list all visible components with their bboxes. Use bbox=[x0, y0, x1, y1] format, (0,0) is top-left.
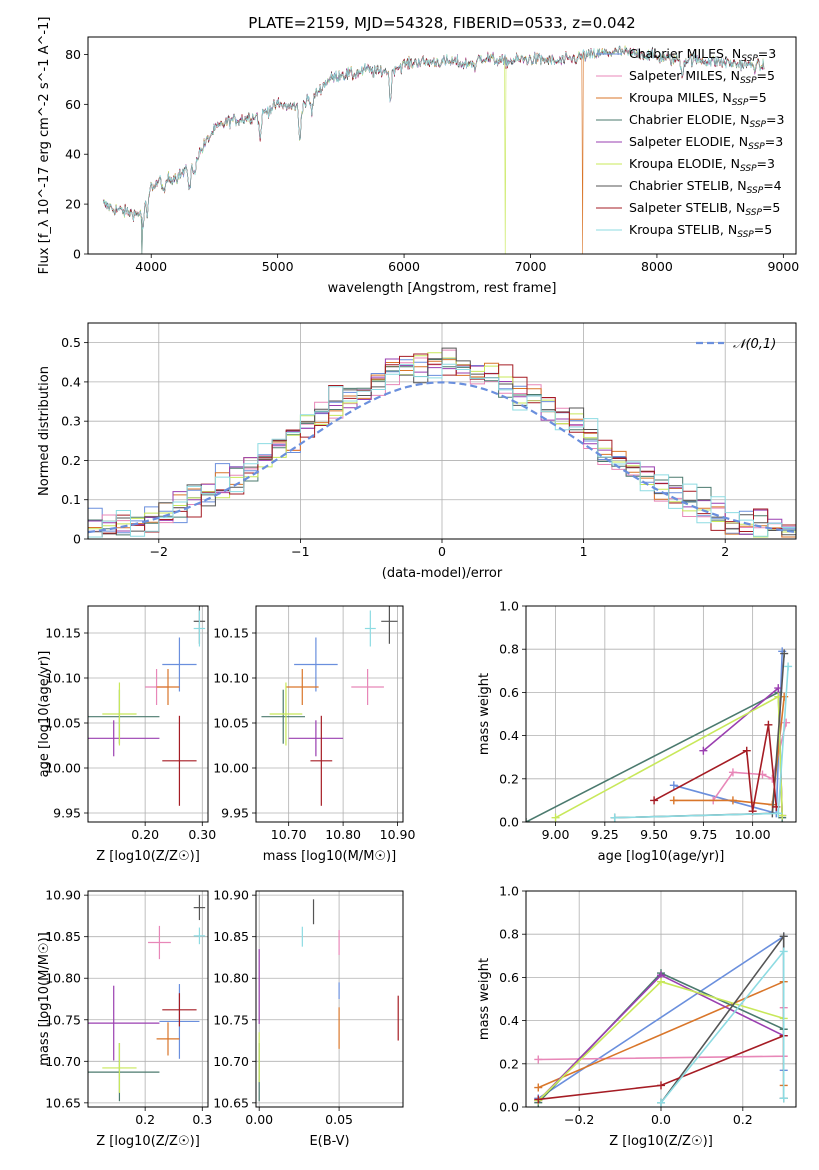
y-axis-label: mass weight bbox=[477, 673, 492, 755]
x-axis-label: E(B-V) bbox=[309, 1134, 349, 1149]
y-tick-label: 9.95 bbox=[221, 806, 249, 821]
y-tick-label: 10.65 bbox=[45, 1095, 81, 1110]
y-tick-label: 10.00 bbox=[213, 761, 249, 776]
x-axis-label: mass [log10(M/M☉)] bbox=[263, 849, 396, 864]
y-tick-label: 10.80 bbox=[213, 971, 249, 986]
legend-entry: 𝒩(0,1) bbox=[733, 337, 776, 352]
y-tick-label: 10.75 bbox=[213, 1012, 249, 1027]
x-tick-label: 10.90 bbox=[380, 827, 416, 842]
x-tick-label: 7000 bbox=[515, 259, 547, 274]
y-tick-label: 0.5 bbox=[61, 335, 81, 350]
y-tick-label: 0.6 bbox=[499, 685, 519, 700]
x-tick-label: 10.80 bbox=[325, 827, 361, 842]
x-axis-label: Z [log10(Z/Z☉)] bbox=[96, 849, 200, 864]
x-axis-label: Z [log10(Z/Z☉)] bbox=[96, 1134, 200, 1149]
y-tick-label: 0.4 bbox=[61, 374, 81, 389]
y-tick-label: 20 bbox=[65, 197, 81, 212]
y-tick-label: 10.10 bbox=[213, 671, 249, 686]
x-tick-label: −1 bbox=[291, 544, 309, 559]
y-axis-label: mass [log10(M/M☉)] bbox=[37, 932, 52, 1065]
x-tick-label: 9.25 bbox=[591, 827, 619, 842]
x-axis-label: age [log10(age/yr)] bbox=[598, 849, 725, 864]
y-tick-label: 0.2 bbox=[499, 771, 519, 786]
x-tick-label: 6000 bbox=[388, 259, 420, 274]
y-tick-label: 0.0 bbox=[499, 815, 519, 830]
x-tick-label: −2 bbox=[150, 544, 168, 559]
y-tick-label: 0.4 bbox=[499, 728, 519, 743]
y-tick-label: 80 bbox=[65, 47, 81, 62]
x-tick-label: 2 bbox=[721, 544, 729, 559]
x-tick-label: 0.3 bbox=[192, 1112, 212, 1127]
y-tick-label: 10.90 bbox=[45, 888, 81, 903]
x-tick-label: 0.20 bbox=[131, 827, 159, 842]
figure-title: PLATE=2159, MJD=54328, FIBERID=0533, z=0… bbox=[248, 14, 635, 32]
x-axis-label: Z [log10(Z/Z☉)] bbox=[609, 1134, 713, 1149]
y-tick-label: 60 bbox=[65, 97, 81, 112]
x-tick-label: 4000 bbox=[135, 259, 167, 274]
x-tick-label: 10.70 bbox=[271, 827, 307, 842]
x-tick-label: 0 bbox=[438, 544, 446, 559]
y-tick-label: 10.85 bbox=[213, 929, 249, 944]
y-tick-label: 10.65 bbox=[213, 1095, 249, 1110]
x-tick-label: 0.00 bbox=[245, 1112, 273, 1127]
y-axis-label: mass weight bbox=[477, 958, 492, 1040]
y-tick-label: 0.4 bbox=[499, 1013, 519, 1028]
x-tick-label: 1 bbox=[580, 544, 588, 559]
x-tick-label: 10.00 bbox=[735, 827, 771, 842]
y-tick-label: 0.1 bbox=[61, 492, 81, 507]
x-tick-label: 0.0 bbox=[651, 1112, 671, 1127]
y-tick-label: 10.90 bbox=[213, 888, 249, 903]
x-axis-label: (data-model)/error bbox=[382, 566, 503, 581]
x-tick-label: −0.2 bbox=[564, 1112, 594, 1127]
x-tick-label: 0.05 bbox=[325, 1112, 353, 1127]
x-tick-label: 5000 bbox=[262, 259, 294, 274]
y-axis-label: age [log10(age/yr)] bbox=[37, 651, 52, 778]
y-tick-label: 0.8 bbox=[499, 927, 519, 942]
y-tick-label: 0.6 bbox=[499, 970, 519, 985]
y-tick-label: 0.3 bbox=[61, 414, 81, 429]
y-tick-label: 10.15 bbox=[45, 626, 81, 641]
y-tick-label: 0.2 bbox=[499, 1056, 519, 1071]
y-axis-label: Flux [f_λ 10^-17 erg cm^-2 s^-1 A^-1] bbox=[37, 17, 52, 275]
figure: 4000 5000 6000 7000 8000 9000020406080wavelen… bbox=[0, 0, 819, 1170]
y-tick-label: 40 bbox=[65, 147, 81, 162]
y-tick-label: 10.05 bbox=[213, 716, 249, 731]
y-tick-label: 0 bbox=[73, 532, 81, 547]
y-tick-label: 10.15 bbox=[213, 626, 249, 641]
y-tick-label: 10.70 bbox=[213, 1054, 249, 1069]
y-tick-label: 1.0 bbox=[499, 884, 519, 899]
x-tick-label: 9.50 bbox=[640, 827, 668, 842]
x-tick-label: 0.30 bbox=[188, 827, 216, 842]
x-tick-label: 9.00 bbox=[542, 827, 570, 842]
x-tick-label: 8000 bbox=[641, 259, 673, 274]
y-axis-label: Normed distribution bbox=[37, 366, 52, 496]
y-tick-label: 0.2 bbox=[61, 453, 81, 468]
y-tick-label: 0 bbox=[73, 247, 81, 262]
x-tick-label: 0.2 bbox=[733, 1112, 753, 1127]
y-tick-label: 1.0 bbox=[499, 599, 519, 614]
x-tick-label: 0.2 bbox=[135, 1112, 155, 1127]
y-tick-label: 0.0 bbox=[499, 1100, 519, 1115]
x-axis-label: wavelength [Angstrom, rest frame] bbox=[328, 281, 557, 296]
y-tick-label: 9.95 bbox=[53, 806, 81, 821]
x-tick-label: 9.75 bbox=[689, 827, 717, 842]
y-tick-label: 0.8 bbox=[499, 642, 519, 657]
x-tick-label: 9000 bbox=[767, 259, 799, 274]
